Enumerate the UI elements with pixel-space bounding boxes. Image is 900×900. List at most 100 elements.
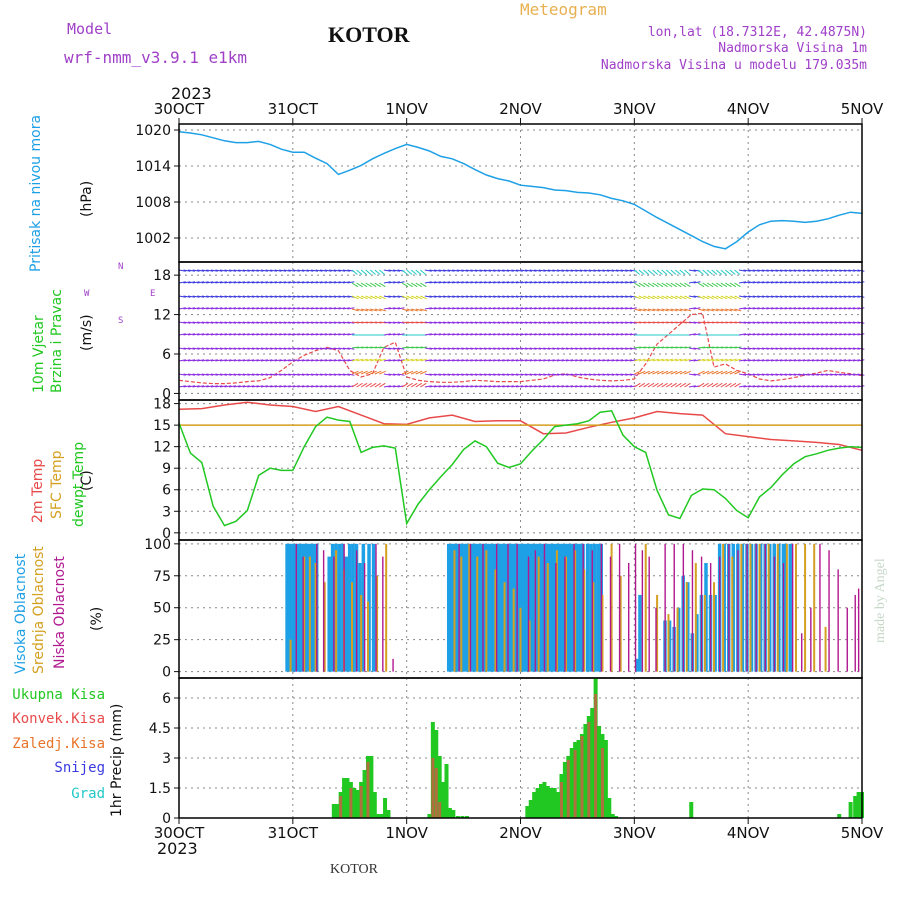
bar-cloud-2: [691, 550, 694, 672]
bar-cloud-1: [308, 556, 311, 672]
wind-barb: [392, 295, 400, 298]
wind-barb: [697, 370, 705, 375]
wind-barb: [201, 359, 209, 362]
wind-barb: [802, 385, 810, 388]
wind-barb: [310, 347, 319, 350]
bar-precip-0: [362, 770, 367, 818]
wind-barb: [260, 321, 268, 324]
wind-barb: [479, 269, 487, 272]
wind-barb: [401, 358, 409, 362]
wind-barb: [757, 269, 765, 272]
wind-barb: [556, 321, 564, 324]
wind-barb: [602, 333, 610, 336]
bar-cloud-2: [392, 658, 394, 672]
wind-barb: [447, 385, 455, 388]
wind-barb: [738, 321, 747, 324]
wind-barb: [789, 269, 797, 272]
wind-barb: [520, 269, 528, 272]
wind-barb: [306, 373, 314, 376]
wind-barb: [497, 347, 505, 350]
bar-cloud-2: [634, 543, 637, 672]
wind-barb: [711, 308, 719, 312]
wind-barb: [561, 269, 569, 272]
wind-barb: [438, 333, 446, 336]
bar-cloud-1: [335, 550, 338, 672]
wind-barb: [725, 382, 732, 388]
wind-barb: [365, 321, 373, 324]
bar-cloud-1: [476, 556, 479, 672]
wind-barb: [456, 269, 464, 272]
wind-barb: [729, 269, 736, 275]
wind-barb: [351, 269, 358, 275]
wind-barb: [711, 370, 719, 375]
bar-cloud-2: [746, 543, 748, 672]
wind-barb: [565, 333, 574, 336]
bar-cloud-2: [343, 543, 345, 672]
wind-barb: [629, 321, 637, 324]
wind-barb: [789, 373, 797, 376]
wind-barb: [579, 321, 587, 324]
wind-barb: [798, 295, 806, 298]
wind-barb: [711, 321, 719, 324]
bar-cloud-1: [644, 543, 647, 672]
product-title: Meteogram: [520, 0, 607, 19]
wind-barb: [224, 269, 232, 272]
wind-barb: [347, 321, 355, 324]
wind-barb: [201, 281, 209, 284]
wind-barb: [483, 373, 492, 376]
wind-barb: [452, 373, 460, 376]
wind-barb: [834, 385, 842, 388]
wind-barb: [834, 347, 842, 350]
wind-barb: [310, 281, 319, 284]
wind-barb: [315, 307, 323, 310]
bar-cloud-1: [794, 543, 797, 672]
wind-barb: [178, 385, 186, 388]
wind-barb: [306, 385, 314, 388]
wind-barb: [684, 282, 691, 288]
bar-cloud-1: [494, 569, 497, 672]
wind-barb: [288, 359, 296, 362]
wind-barb: [370, 370, 377, 375]
wind-barb: [333, 347, 341, 350]
wind-barb: [784, 359, 792, 362]
wind-barb: [793, 295, 801, 298]
wind-barb: [602, 347, 610, 350]
wind-barb: [292, 373, 300, 376]
wind-barb: [552, 321, 560, 324]
wind-barb: [356, 358, 364, 362]
wind-barb: [415, 282, 422, 288]
wind-barb: [593, 307, 601, 310]
wind-barb: [388, 295, 396, 298]
wind-barb: [269, 347, 278, 350]
bar-precip-0: [590, 708, 595, 818]
bar-cloud-0: [731, 543, 736, 672]
wind-barb: [720, 269, 727, 275]
wind-barb: [206, 281, 214, 284]
wind-barb: [693, 307, 701, 310]
wind-barb: [470, 385, 478, 388]
bar-precip-0: [576, 740, 581, 818]
wind-barb: [743, 333, 751, 336]
wind-barb: [310, 385, 319, 388]
bar-cloud-0: [596, 543, 600, 672]
bar-cloud-0: [524, 543, 528, 672]
wind-barb: [493, 307, 501, 310]
wind-barb: [392, 385, 400, 388]
wind-barb: [506, 295, 514, 298]
bar-precip-1: [594, 694, 598, 818]
wind-barb: [301, 373, 309, 376]
wind-barb: [798, 269, 806, 272]
wind-barb: [247, 385, 255, 388]
wind-barb: [265, 359, 273, 362]
wind-barb: [483, 321, 492, 324]
wind-barb: [657, 346, 665, 349]
wind-barb: [684, 382, 691, 388]
wind-barb: [506, 281, 514, 284]
wind-barb: [242, 321, 250, 324]
bar-precip-1: [566, 760, 570, 818]
wind-barb: [219, 385, 227, 388]
wind-barb: [265, 347, 273, 350]
wind-barb: [297, 281, 305, 284]
wind-barb: [360, 282, 368, 288]
wind-barb: [433, 373, 441, 376]
